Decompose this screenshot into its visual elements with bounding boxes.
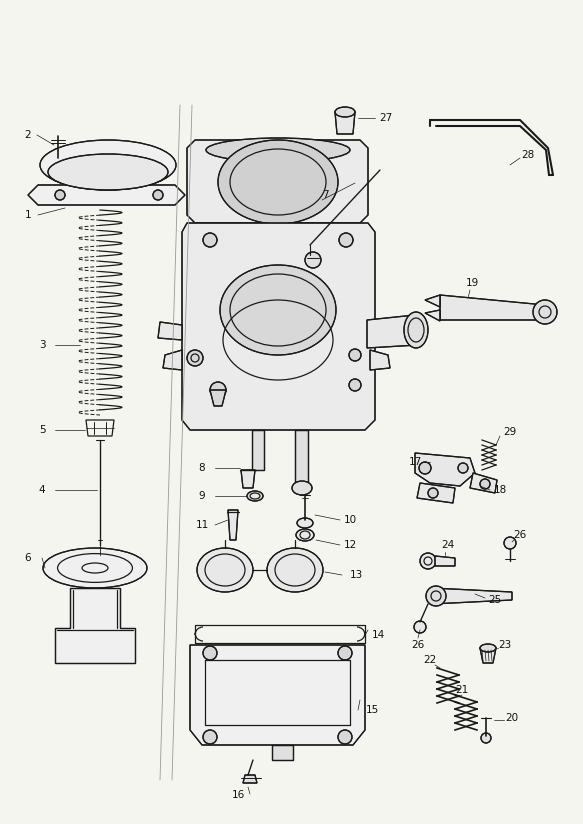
Circle shape [533, 300, 557, 324]
Polygon shape [367, 315, 418, 348]
Polygon shape [425, 310, 440, 321]
Text: 16: 16 [231, 790, 245, 800]
Polygon shape [243, 775, 257, 783]
Text: 12: 12 [343, 540, 357, 550]
Circle shape [210, 382, 226, 398]
Text: 10: 10 [343, 515, 357, 525]
Text: 26: 26 [412, 640, 424, 650]
Polygon shape [190, 645, 365, 745]
Circle shape [339, 233, 353, 247]
Ellipse shape [220, 265, 336, 355]
Text: 21: 21 [455, 685, 469, 695]
Text: 8: 8 [199, 463, 205, 473]
Text: 15: 15 [366, 705, 378, 715]
Polygon shape [370, 350, 390, 370]
Polygon shape [182, 223, 375, 430]
Text: 11: 11 [195, 520, 209, 530]
Ellipse shape [40, 140, 176, 190]
Circle shape [338, 730, 352, 744]
Polygon shape [417, 483, 455, 503]
Polygon shape [252, 430, 264, 470]
Text: 6: 6 [24, 553, 31, 563]
Circle shape [203, 233, 217, 247]
Text: 5: 5 [38, 425, 45, 435]
Text: 14: 14 [371, 630, 385, 640]
Polygon shape [425, 295, 440, 307]
Text: 27: 27 [380, 113, 392, 123]
Text: 1: 1 [24, 210, 31, 220]
Circle shape [153, 190, 163, 200]
Circle shape [305, 252, 321, 268]
Polygon shape [470, 473, 497, 493]
Polygon shape [415, 453, 475, 486]
Ellipse shape [218, 140, 338, 224]
Text: 4: 4 [38, 485, 45, 495]
Polygon shape [163, 350, 182, 370]
Text: 2: 2 [24, 130, 31, 140]
Circle shape [420, 553, 436, 569]
Ellipse shape [267, 548, 323, 592]
Circle shape [419, 462, 431, 474]
Polygon shape [241, 470, 255, 488]
Polygon shape [480, 648, 496, 663]
Ellipse shape [480, 644, 496, 652]
Text: 18: 18 [493, 485, 507, 495]
Polygon shape [228, 510, 238, 540]
Ellipse shape [43, 548, 147, 588]
Polygon shape [295, 430, 308, 485]
Polygon shape [335, 112, 355, 134]
Text: 24: 24 [441, 540, 455, 550]
Text: 26: 26 [514, 530, 526, 540]
Text: 25: 25 [489, 595, 501, 605]
Polygon shape [440, 295, 545, 320]
Circle shape [504, 537, 516, 549]
Circle shape [480, 479, 490, 489]
Ellipse shape [206, 138, 350, 162]
Text: 3: 3 [38, 340, 45, 350]
Circle shape [481, 733, 491, 743]
Polygon shape [28, 185, 185, 205]
Circle shape [187, 350, 203, 366]
Circle shape [203, 730, 217, 744]
Text: 23: 23 [498, 640, 512, 650]
Text: 9: 9 [199, 491, 205, 501]
Ellipse shape [292, 481, 312, 495]
Polygon shape [210, 390, 226, 406]
Text: 28: 28 [521, 150, 535, 160]
Polygon shape [55, 588, 135, 663]
Text: 29: 29 [503, 427, 517, 437]
Circle shape [458, 463, 468, 473]
Polygon shape [272, 745, 293, 760]
Ellipse shape [48, 154, 168, 190]
Circle shape [426, 586, 446, 606]
Ellipse shape [247, 491, 263, 501]
Circle shape [349, 349, 361, 361]
Circle shape [203, 646, 217, 660]
Polygon shape [435, 556, 455, 566]
Text: 17: 17 [408, 457, 422, 467]
Ellipse shape [197, 548, 253, 592]
Text: 22: 22 [423, 655, 437, 665]
Text: 7: 7 [322, 190, 328, 200]
Ellipse shape [335, 107, 355, 117]
Ellipse shape [404, 312, 428, 348]
Polygon shape [432, 588, 512, 604]
Polygon shape [158, 322, 182, 340]
Circle shape [338, 646, 352, 660]
Circle shape [55, 190, 65, 200]
Text: 19: 19 [465, 278, 479, 288]
Text: 20: 20 [505, 713, 518, 723]
Polygon shape [187, 140, 368, 223]
Ellipse shape [297, 518, 313, 528]
Text: 13: 13 [349, 570, 363, 580]
Ellipse shape [296, 529, 314, 541]
Circle shape [349, 379, 361, 391]
Circle shape [414, 621, 426, 633]
Circle shape [428, 488, 438, 498]
